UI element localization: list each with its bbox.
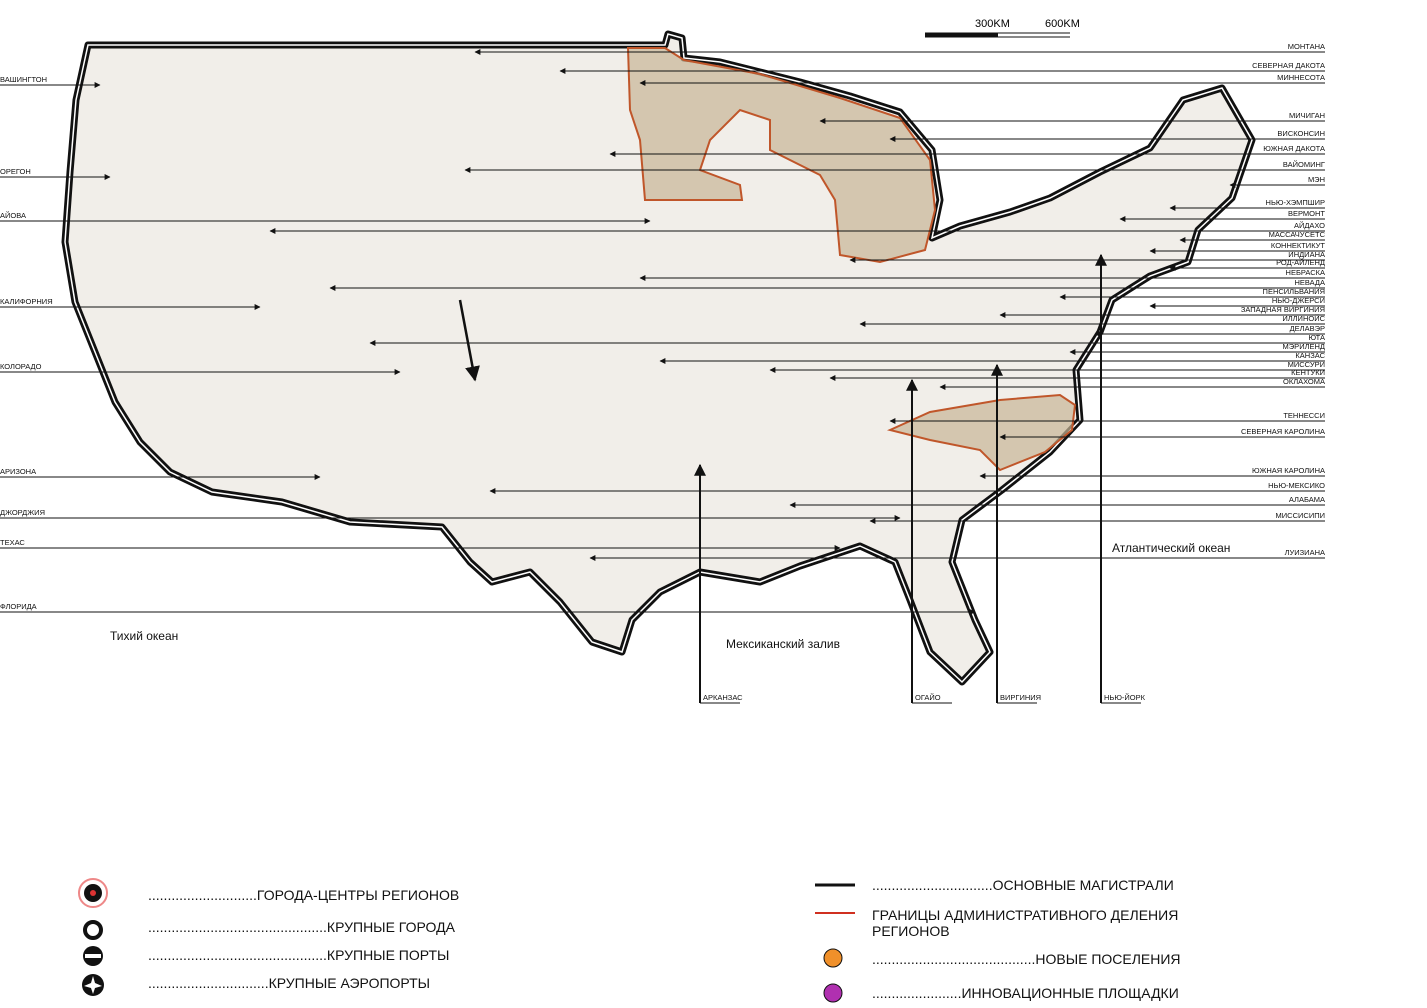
legend-symbol — [85, 954, 101, 958]
legend-symbol — [823, 983, 843, 1003]
state-label: ЮЖНАЯ КАРОЛИНА — [1252, 466, 1325, 475]
legend-label: ........................................… — [148, 947, 449, 963]
state-label: ЮТА — [1309, 333, 1326, 342]
state-label: МОНТАНА — [1288, 42, 1325, 51]
state-label: МИННЕСОТА — [1277, 73, 1325, 82]
state-label: МИССУРИ — [1288, 360, 1325, 369]
state-label: НЕВАДА — [1294, 278, 1325, 287]
legend-label: ГРАНИЦЫ АДМИНИСТРАТИВНОГО ДЕЛЕНИЯ — [872, 907, 1178, 923]
state-label: ЗАПАДНАЯ ВИРГИНИЯ — [1241, 305, 1325, 314]
region-carolina — [886, 393, 1077, 472]
legend-symbol — [84, 976, 102, 994]
scale-label: 300KM — [975, 18, 1010, 30]
legend-label: .......................ИННОВАЦИОННЫЕ ПЛО… — [872, 985, 1179, 1001]
state-label: ТЕХАС — [0, 538, 25, 547]
state-label: АЛАБАМА — [1289, 495, 1325, 504]
state-label: МИЧИГАН — [1289, 111, 1325, 120]
state-label: ДЖОРДЖИЯ — [0, 508, 45, 517]
state-label: ОКЛАХОМА — [1283, 377, 1325, 386]
state-label: МЭН — [1308, 175, 1325, 184]
state-label: РОД-АЙЛЕНД — [1276, 258, 1325, 267]
state-label: ТЕННЕССИ — [1283, 411, 1325, 420]
ocean-label: Тихий океан — [110, 629, 178, 643]
state-label: ОГАЙО — [915, 693, 941, 702]
state-label: НЕБРАСКА — [1286, 268, 1325, 277]
state-label: ПЕНСИЛЬВАНИЯ — [1263, 287, 1325, 296]
state-label: ВАШИНГТОН — [0, 75, 47, 84]
legend-label: ........................................… — [148, 919, 456, 935]
state-label: КЕНТУКИ — [1291, 368, 1325, 377]
legend-symbol — [823, 948, 843, 968]
highway — [458, 299, 480, 382]
state-label: ВИРГИНИЯ — [1000, 693, 1041, 702]
legend-label: ............................ГОРОДА-ЦЕНТР… — [148, 887, 459, 903]
state-label: ЛУИЗИАНА — [1285, 548, 1325, 557]
country-outline-inner — [64, 33, 1253, 684]
state-label: НЬЮ-МЕКСИКО — [1268, 481, 1325, 490]
state-label: КАНЗАС — [1295, 351, 1325, 360]
legend-label: ...............................ОСНОВНЫЕ … — [872, 877, 1174, 893]
state-label: ВИСКОНСИН — [1277, 129, 1325, 138]
scale-label: 600KM — [1045, 18, 1080, 30]
state-label: КОЛОРАДО — [0, 362, 42, 371]
state-label: ФЛОРИДА — [0, 602, 37, 611]
legend-symbol — [83, 920, 103, 940]
state-label: АРКАНЗАС — [703, 693, 743, 702]
state-label: НЬЮ-ДЖЕРСИ — [1272, 296, 1325, 305]
state-label: МИССИСИПИ — [1276, 511, 1325, 520]
ocean-label: Мексиканский залив — [726, 637, 840, 651]
state-label: ВЕРМОНТ — [1288, 209, 1325, 218]
legend — [78, 878, 855, 1003]
state-label: АЙОВА — [0, 211, 26, 220]
ocean-label: Атлантический океан — [1112, 541, 1230, 555]
legend-label: РЕГИОНОВ — [872, 923, 950, 939]
state-label: СЕВЕРНАЯ ДАКОТА — [1252, 61, 1325, 70]
state-label: КОННЕКТИКУТ — [1271, 241, 1326, 250]
state-label: МАССАЧУСЕТС — [1269, 230, 1326, 239]
state-label: СЕВЕРНАЯ КАРОЛИНА — [1241, 427, 1325, 436]
state-label: ДЕЛАВЭР — [1290, 324, 1325, 333]
state-label: ИНДИАНА — [1288, 250, 1325, 259]
region-north — [626, 47, 937, 264]
legend-symbol — [78, 878, 108, 908]
state-label: МЭРИЛЕНД — [1283, 342, 1325, 351]
highways — [458, 299, 480, 382]
state-label: ЮЖНАЯ ДАКОТА — [1263, 144, 1325, 153]
state-label: ОРЕГОН — [0, 167, 31, 176]
state-label: АРИЗОНА — [0, 467, 36, 476]
state-label: НЬЮ-ХЭМПШИР — [1266, 198, 1325, 207]
legend-label: ...............................КРУПНЫЕ А… — [148, 975, 430, 991]
legend-label: ........................................… — [872, 951, 1181, 967]
state-label: ВАЙОМИНГ — [1283, 160, 1325, 169]
state-label: НЬЮ-ЙОРК — [1104, 693, 1146, 702]
legend-symbol — [90, 890, 96, 896]
state-label: АЙДАХО — [1294, 221, 1325, 230]
state-label: КАЛИФОРНИЯ — [0, 297, 53, 306]
state-label: ИЛЛИНОЙС — [1282, 314, 1325, 323]
